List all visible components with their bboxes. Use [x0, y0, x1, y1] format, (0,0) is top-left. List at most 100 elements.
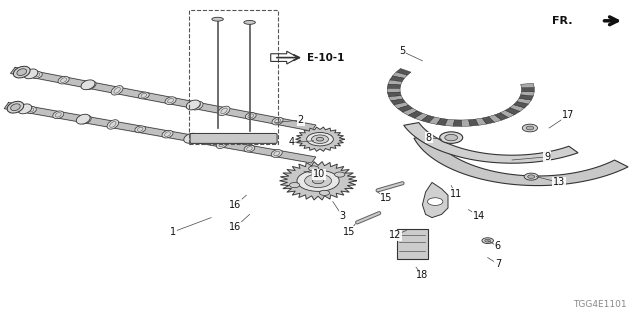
- Polygon shape: [436, 118, 447, 125]
- Ellipse shape: [165, 97, 176, 104]
- Ellipse shape: [26, 107, 36, 113]
- Circle shape: [305, 174, 332, 188]
- Text: 6: 6: [495, 241, 501, 252]
- Circle shape: [522, 124, 538, 132]
- Polygon shape: [387, 92, 401, 97]
- Polygon shape: [396, 68, 411, 75]
- Ellipse shape: [17, 69, 27, 76]
- Polygon shape: [387, 88, 400, 92]
- Ellipse shape: [80, 115, 92, 124]
- Circle shape: [289, 182, 300, 188]
- Polygon shape: [398, 105, 413, 112]
- Text: 15: 15: [343, 227, 356, 237]
- Ellipse shape: [18, 104, 32, 114]
- Ellipse shape: [107, 120, 119, 129]
- Ellipse shape: [244, 145, 255, 152]
- Text: 13: 13: [552, 177, 565, 188]
- Circle shape: [308, 166, 319, 171]
- Circle shape: [440, 132, 463, 143]
- Text: 11: 11: [449, 188, 462, 199]
- Polygon shape: [404, 123, 578, 163]
- Polygon shape: [296, 127, 344, 151]
- Text: 16: 16: [229, 222, 242, 232]
- Ellipse shape: [81, 80, 95, 90]
- Text: 16: 16: [229, 200, 242, 210]
- Text: 17: 17: [562, 110, 575, 120]
- Ellipse shape: [138, 92, 149, 99]
- Circle shape: [485, 239, 491, 242]
- Circle shape: [428, 198, 443, 205]
- Ellipse shape: [58, 76, 69, 84]
- Ellipse shape: [135, 126, 145, 133]
- Polygon shape: [522, 87, 534, 92]
- Polygon shape: [445, 119, 454, 126]
- Ellipse shape: [218, 106, 230, 116]
- Circle shape: [312, 178, 324, 184]
- Polygon shape: [403, 108, 417, 115]
- Polygon shape: [482, 116, 495, 124]
- Text: 7: 7: [495, 259, 501, 269]
- Ellipse shape: [84, 81, 96, 90]
- Ellipse shape: [245, 113, 256, 119]
- Polygon shape: [421, 115, 435, 123]
- Ellipse shape: [191, 101, 203, 110]
- Ellipse shape: [162, 130, 173, 138]
- Ellipse shape: [212, 17, 223, 21]
- Text: 4: 4: [288, 137, 294, 148]
- Polygon shape: [514, 101, 529, 108]
- Ellipse shape: [186, 100, 200, 110]
- Text: 3: 3: [339, 211, 346, 221]
- Circle shape: [526, 126, 534, 130]
- Polygon shape: [408, 111, 422, 118]
- Text: 9: 9: [544, 152, 550, 162]
- Polygon shape: [429, 117, 441, 124]
- Polygon shape: [500, 110, 515, 118]
- Polygon shape: [414, 136, 628, 186]
- Polygon shape: [488, 115, 502, 122]
- Polygon shape: [453, 120, 461, 126]
- Polygon shape: [392, 72, 407, 78]
- Text: FR.: FR.: [552, 16, 573, 26]
- Text: E-10-1: E-10-1: [307, 52, 344, 63]
- Ellipse shape: [24, 69, 38, 79]
- Text: TGG4E1101: TGG4E1101: [573, 300, 627, 309]
- Polygon shape: [521, 83, 534, 88]
- Text: 10: 10: [312, 169, 325, 180]
- Polygon shape: [280, 162, 356, 200]
- Circle shape: [297, 170, 339, 191]
- Polygon shape: [415, 113, 428, 121]
- Ellipse shape: [13, 66, 30, 78]
- Circle shape: [524, 173, 538, 180]
- Polygon shape: [519, 95, 533, 100]
- Text: 5: 5: [399, 46, 405, 56]
- Text: 12: 12: [389, 230, 402, 240]
- Circle shape: [319, 190, 330, 196]
- Polygon shape: [495, 113, 509, 120]
- Ellipse shape: [7, 101, 24, 113]
- Ellipse shape: [11, 104, 20, 111]
- Circle shape: [335, 172, 345, 177]
- Polygon shape: [422, 182, 448, 218]
- Text: 8: 8: [426, 132, 432, 143]
- Text: 18: 18: [416, 270, 429, 280]
- Circle shape: [307, 132, 333, 146]
- Polygon shape: [390, 76, 404, 82]
- Polygon shape: [391, 99, 406, 105]
- Circle shape: [312, 135, 328, 143]
- Polygon shape: [510, 105, 525, 111]
- Text: 2: 2: [298, 115, 304, 125]
- Polygon shape: [10, 68, 316, 131]
- Polygon shape: [388, 80, 402, 85]
- Polygon shape: [4, 103, 316, 163]
- Bar: [189, 10, 278, 144]
- Polygon shape: [516, 98, 531, 104]
- Ellipse shape: [189, 135, 200, 143]
- Circle shape: [482, 238, 493, 244]
- Ellipse shape: [184, 133, 198, 143]
- Circle shape: [527, 175, 534, 179]
- Polygon shape: [506, 108, 520, 115]
- Circle shape: [445, 134, 458, 141]
- FancyBboxPatch shape: [190, 133, 277, 143]
- Ellipse shape: [111, 86, 123, 95]
- Ellipse shape: [272, 117, 283, 125]
